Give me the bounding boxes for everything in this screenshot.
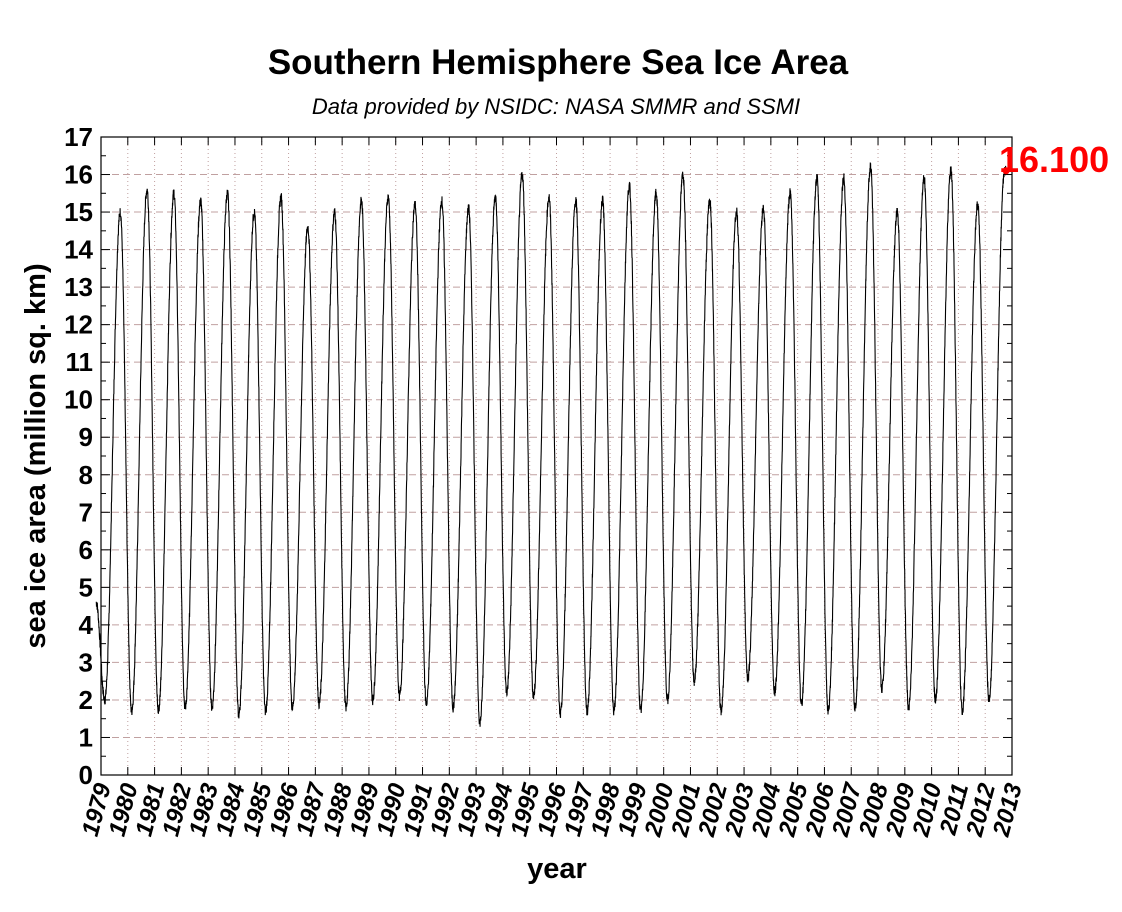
y-tick-label: 4 — [79, 610, 94, 640]
y-tick-label: 14 — [64, 235, 93, 265]
y-tick-label: 13 — [64, 272, 93, 302]
minor-ticks — [100, 136, 1013, 776]
x-axis-ticks: 1979198019811982198319841985198619871988… — [77, 779, 1028, 840]
y-tick-label: 12 — [64, 310, 93, 340]
sea-ice-area-series-line — [95, 162, 1007, 727]
y-tick-label: 15 — [64, 197, 93, 227]
y-tick-label: 0 — [79, 760, 93, 790]
x-axis-label: year — [527, 853, 587, 885]
y-tick-label: 2 — [79, 685, 93, 715]
y-tick-label: 17 — [64, 122, 93, 152]
grid — [101, 137, 1012, 775]
y-tick-label: 16 — [64, 160, 93, 190]
y-tick-label: 6 — [79, 535, 93, 565]
latest-value-label: 16.100 — [999, 139, 1109, 180]
y-tick-label: 7 — [79, 497, 93, 527]
y-tick-label: 3 — [79, 647, 93, 677]
y-tick-label: 8 — [79, 460, 93, 490]
latest-value-marker — [1002, 167, 1010, 175]
y-tick-label: 1 — [79, 722, 93, 752]
plot-frame — [100, 136, 1013, 776]
y-axis-label: sea ice area (million sq. km) — [20, 263, 52, 648]
chart-subtitle: Data provided by NSIDC: NASA SMMR and SS… — [312, 94, 800, 119]
chart-title: Southern Hemisphere Sea Ice Area — [268, 43, 849, 82]
y-tick-label: 9 — [79, 422, 93, 452]
y-tick-label: 10 — [64, 385, 93, 415]
y-tick-label: 11 — [66, 347, 94, 377]
y-tick-label: 5 — [79, 572, 93, 602]
